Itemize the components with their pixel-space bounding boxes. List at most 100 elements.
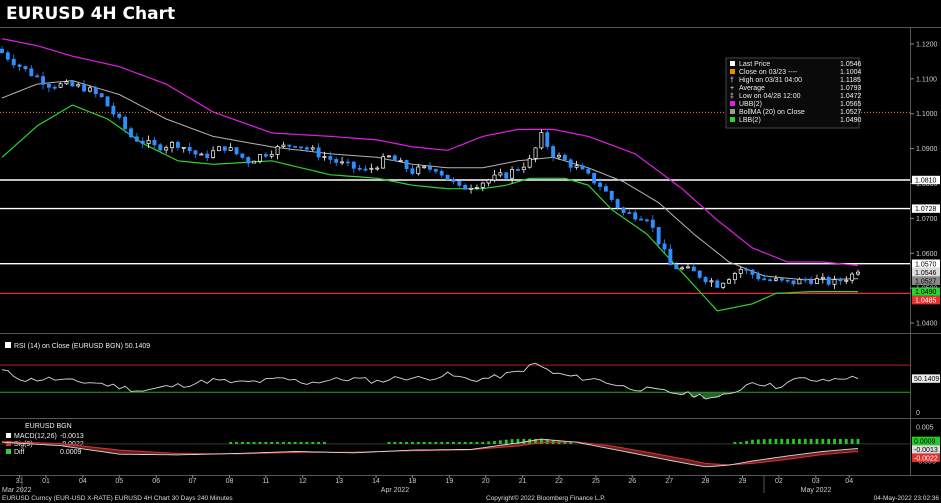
candle-body: [639, 218, 644, 221]
candle: [252, 160, 257, 164]
candle-body: [422, 166, 427, 169]
candle-body: [175, 141, 180, 148]
candle-body: [357, 167, 362, 170]
candle: [287, 144, 292, 151]
footer-description: EURUSD Curncy (EUR-USD X-RATE) EURUSD 4H…: [2, 495, 233, 502]
legend-label: High on 03/31 04:00: [739, 77, 802, 84]
candle: [175, 140, 180, 151]
candle: [228, 143, 233, 152]
candle: [299, 146, 303, 151]
candle: [140, 137, 145, 149]
candle-body: [52, 86, 57, 89]
time-tick-label: 04: [79, 478, 87, 485]
macd-value-label: 0.0009: [914, 438, 936, 445]
candle-body: [158, 144, 163, 151]
time-tick-label: 12: [299, 478, 307, 485]
candle: [5, 50, 10, 62]
macd-diff-bar: [539, 438, 543, 444]
candle-body: [815, 278, 819, 284]
macd-diff-bar: [534, 438, 537, 444]
candle-body: [633, 212, 638, 220]
candle-body: [650, 219, 655, 228]
candle: [105, 96, 110, 107]
candle-body: [392, 155, 397, 161]
candle: [0, 46, 4, 54]
candle-body: [580, 165, 585, 170]
price-panel: 1.1200 1.1100 1.1000 1.0900 1.0800 1.0700 1.06…: [0, 27, 941, 475]
candle-body: [211, 150, 216, 158]
candle-body: [445, 174, 450, 181]
candle: [856, 269, 860, 277]
macd-diff-bar: [317, 441, 321, 444]
macd-diff-bar: [545, 439, 549, 444]
candle: [674, 261, 679, 270]
candle-body: [240, 153, 245, 158]
macd-diff-bar: [258, 441, 262, 444]
candle-body: [680, 267, 685, 270]
candle-body: [29, 68, 34, 77]
candle-body: [809, 279, 814, 284]
candle-body: [697, 270, 702, 278]
candle-body: [287, 144, 292, 147]
chart-title: EURUSD 4H Chart: [6, 4, 175, 24]
macd-diff-bar: [287, 441, 291, 444]
candle-body: [70, 81, 75, 87]
candle: [275, 144, 280, 160]
candle: [310, 145, 315, 152]
candle-body: [539, 132, 544, 149]
candle-body: [304, 147, 309, 150]
candle: [803, 276, 808, 284]
footer-copyright: Copyright© 2022 Bloomberg Finance L.P.: [486, 494, 606, 502]
price-tick-label: 1.0800: [916, 181, 938, 188]
time-tick-label: 03: [812, 478, 820, 485]
candle: [41, 71, 45, 90]
candle: [791, 280, 796, 287]
candle: [11, 54, 16, 69]
candle: [738, 266, 743, 279]
macd-diff-bar: [762, 439, 766, 444]
candle: [187, 142, 192, 154]
candle-body: [41, 76, 45, 85]
time-tick-label: 07: [189, 478, 197, 485]
rsi-panel: RSI (14) on Close (EURUSD BGN) 50.1409 0…: [0, 342, 941, 419]
candle: [416, 163, 421, 176]
candle: [527, 154, 532, 169]
macd-diff-bar: [768, 438, 772, 444]
macd-diff-bar: [416, 441, 420, 444]
candle-body: [334, 159, 339, 163]
candle-body: [756, 274, 761, 280]
candle: [826, 275, 831, 287]
time-tick-label: 19: [445, 478, 453, 485]
candle: [621, 206, 626, 216]
candle: [551, 144, 556, 162]
candle-body: [345, 161, 350, 164]
candle-body: [562, 154, 567, 161]
legend-value: 1.0527: [840, 109, 862, 116]
candle: [316, 143, 321, 161]
legend-label: Average: [739, 85, 765, 92]
candle: [515, 167, 520, 172]
candle-body: [820, 276, 825, 279]
candle-body: [515, 169, 520, 171]
macd-diff-bar: [240, 441, 244, 444]
candle-body: [703, 277, 708, 283]
candle-body: [82, 84, 87, 92]
horizontal-level-lines: [0, 111, 910, 294]
candle: [35, 73, 40, 78]
price-tick-label: 1.0400: [916, 321, 938, 328]
candle: [832, 275, 837, 289]
candle-body: [363, 168, 368, 171]
candle: [363, 164, 368, 172]
candle-body: [234, 147, 239, 155]
price-tick-label: 1.1100: [916, 76, 937, 83]
candle: [850, 272, 855, 284]
price-label: 1.0728: [915, 206, 937, 213]
candle-body: [398, 160, 403, 162]
candle-body: [152, 139, 157, 146]
candle-body: [87, 87, 92, 92]
candle: [744, 267, 749, 275]
macd-diff-bar: [469, 441, 473, 444]
candle-body: [433, 169, 438, 172]
candle: [234, 147, 239, 156]
green-square-icon: [6, 449, 11, 454]
